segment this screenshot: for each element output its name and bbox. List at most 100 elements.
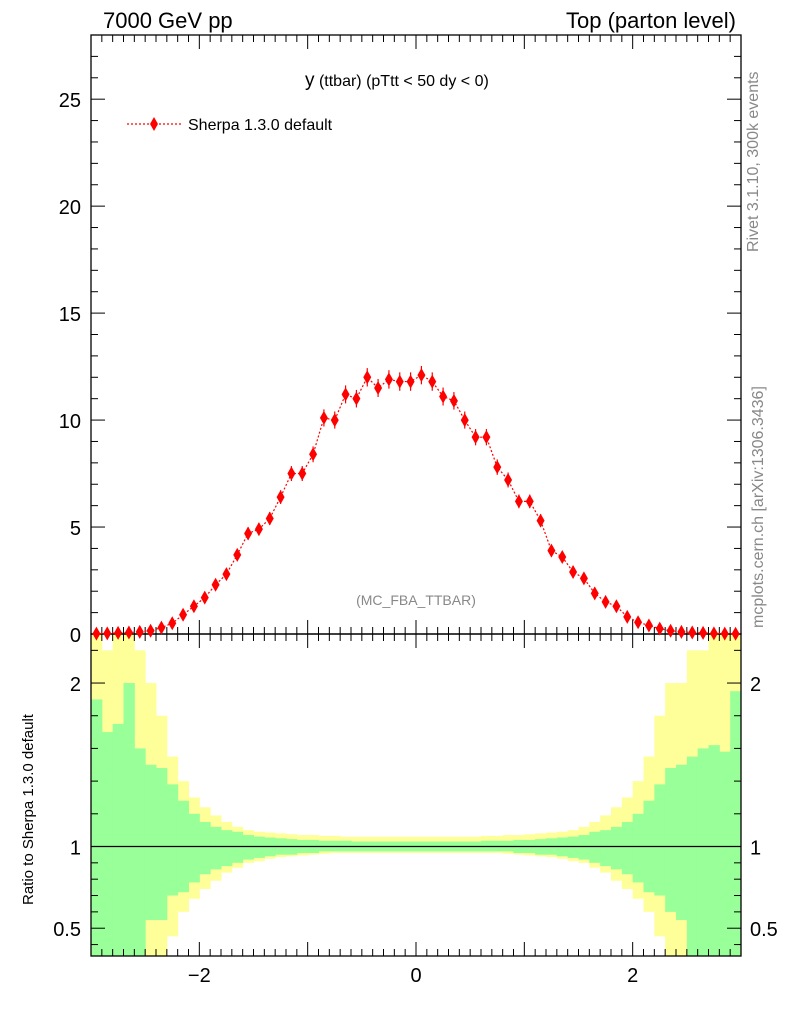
data-point [688,625,697,640]
ratio-y-tick-labels: 0.5 0.5 1 1 2 2 [53,674,778,941]
ratio-band-inner-bin [654,784,666,896]
data-point [309,447,318,462]
ratio-band-inner-bin [112,723,124,956]
ratio-band-inner-bin [221,830,233,867]
data-point [525,494,534,509]
y-tick-label: 10 [59,411,81,433]
ratio-tick-label-left: 0.5 [53,919,81,941]
data-point [200,590,209,605]
ratio-band-inner-bin [589,831,601,863]
chart-title: y (ttbar) (pTtt < 50 dy < 0) [305,70,489,91]
data-point [254,522,263,537]
x-tick-label: −2 [188,965,211,987]
x-tick-labels: −2 0 2 [188,965,638,987]
y-tick-label: 5 [70,518,81,540]
ratio-band-inner-bin [134,748,146,956]
ratio-band-inner-bin [578,835,590,860]
ratio-band-inner-bin [719,751,731,956]
data-point [330,413,339,428]
series-sherpa [92,365,740,641]
data-point [569,564,578,579]
data-point [211,577,220,592]
data-point [114,625,123,640]
data-point [287,466,296,481]
x-tick-label: 2 [627,965,638,987]
data-point [276,490,285,505]
data-point [374,380,383,395]
ratio-band-inner-bin [156,768,168,921]
data-point [590,586,599,601]
ratio-tick-label-right: 1 [750,837,761,859]
legend-marker [150,117,158,131]
data-point [504,472,513,487]
data-point [493,460,502,475]
legend: Sherpa 1.3.0 default [127,117,333,134]
data-point [482,430,491,445]
ratio-tick-label-left: 2 [70,674,81,696]
data-point [168,616,177,631]
ratio-band-inner-bin [632,813,644,883]
ratio-band-inner-bin [123,683,135,956]
data-point [699,625,708,640]
data-point [536,513,545,528]
ratio-tick-label-left: 1 [70,837,81,859]
main-axis-ticks [90,34,742,956]
ratio-band-inner-bin [101,732,114,956]
ratio-band-inner-bin [686,756,699,956]
data-point [601,594,610,609]
data-point [157,620,166,635]
data-point [92,626,101,641]
ratio-band-inner-bin [199,821,211,875]
y-tick-label: 0 [70,625,81,647]
data-point [449,393,458,408]
ratio-band-inner-bin [242,835,254,860]
ratio-band-inner-bin [708,745,720,956]
ratio-tick-label-right: 2 [750,674,761,696]
ratio-band-inner-bin [188,813,200,883]
data-point [720,626,729,641]
data-point [179,607,188,622]
data-point [428,374,437,389]
y-tick-label: 15 [59,304,81,326]
data-point [265,511,274,526]
data-point [579,571,588,586]
data-point [439,389,448,404]
ratio-band-inner-bin [166,784,179,896]
ratio-band-inner-bin [210,826,222,870]
ratio-bands [91,634,742,956]
data-point [731,626,740,641]
header-left: 7000 GeV pp [103,8,233,33]
ratio-band-inner-bin [600,830,612,867]
ratio-band-inner-bin [611,826,623,870]
data-point [135,624,144,639]
ratio-band-inner-bin [665,768,677,912]
y-tick-label: 20 [59,197,81,219]
ratio-plot-frame [90,633,742,957]
data-point [395,374,404,389]
ratio-band-inner-bin [621,821,634,875]
data-point [124,625,133,640]
analysis-watermark: (MC_FBA_TTBAR) [356,592,476,608]
data-point [244,526,253,541]
ratio-band-inner-bin [697,748,709,956]
data-point [222,567,231,582]
data-point [233,547,242,562]
data-point [298,466,307,481]
x-tick-label: 0 [410,965,421,987]
data-point [677,624,686,639]
data-point [384,372,393,387]
ratio-tick-label-right: 0.5 [750,919,778,941]
main-y-tick-labels: 0 5 10 15 20 25 [59,90,81,647]
data-point [189,599,198,614]
ratio-band-inner-bin [253,836,265,858]
data-point [103,626,112,641]
ratio-band-inner-bin [567,836,579,858]
data-point [471,430,480,445]
data-point [666,623,675,638]
data-point [644,618,653,633]
data-point [341,387,350,402]
data-point [612,599,621,614]
data-point [634,615,643,630]
data-point [709,626,718,641]
